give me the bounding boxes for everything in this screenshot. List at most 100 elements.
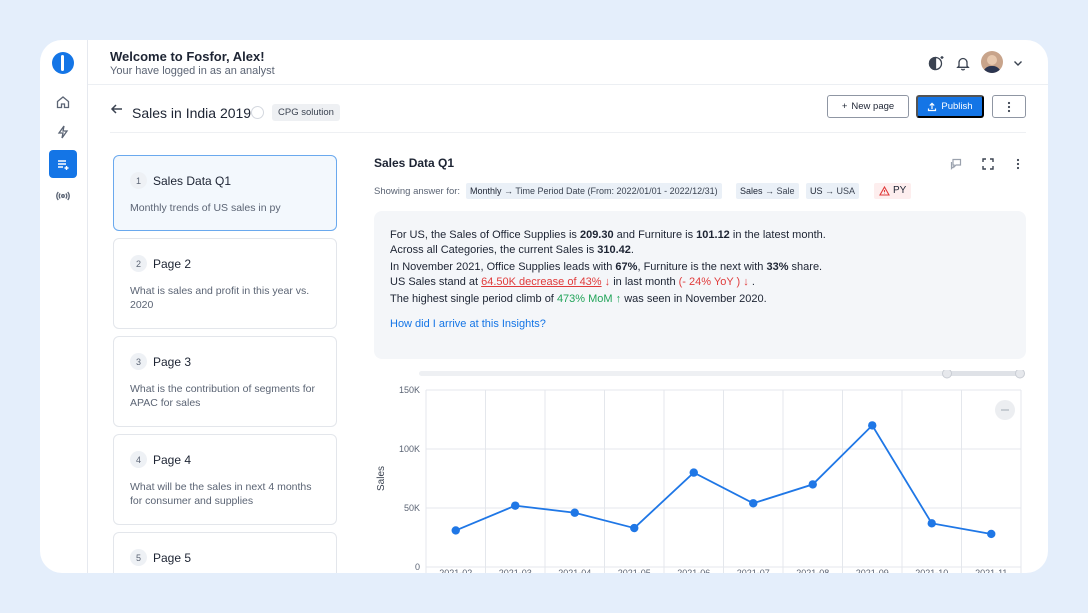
app-header: Welcome to Fosfor, Alex! Your have logge… bbox=[88, 40, 1048, 85]
more-options-button[interactable] bbox=[992, 95, 1026, 118]
x-tick-label: 2021-03 bbox=[499, 568, 532, 573]
insight-line-5: The highest single period climb of 473% … bbox=[390, 293, 767, 305]
py-warning-chip[interactable]: PY bbox=[874, 183, 912, 199]
page-title: Sales in India 2019 bbox=[132, 105, 252, 121]
upload-icon bbox=[928, 101, 937, 111]
y-tick-label: 50K bbox=[404, 503, 420, 513]
y-tick-label: 150K bbox=[399, 385, 420, 395]
page-number: 5 bbox=[130, 549, 147, 566]
lightning-icon[interactable] bbox=[49, 118, 77, 146]
back-arrow-icon[interactable] bbox=[110, 102, 124, 121]
insight-line-3: In November 2021, Office Supplies leads … bbox=[390, 261, 823, 288]
data-point bbox=[749, 499, 758, 508]
publish-label: Publish bbox=[941, 101, 973, 112]
page-title-label: Page 5 bbox=[153, 551, 192, 565]
data-point bbox=[808, 480, 817, 489]
showing-label: Showing answer for: bbox=[374, 186, 461, 197]
x-tick-label: 2021-05 bbox=[618, 568, 651, 573]
page-card-4[interactable]: 4 Page 4 What will be the sales in next … bbox=[113, 434, 337, 525]
data-point bbox=[451, 526, 460, 535]
page-title-label: Sales Data Q1 bbox=[153, 174, 232, 188]
data-point bbox=[868, 421, 877, 430]
chevron-down-icon[interactable] bbox=[1008, 53, 1028, 73]
filter-chip-time[interactable]: Monthly → Time Period Date (From: 2022/0… bbox=[466, 183, 722, 199]
data-point bbox=[689, 468, 698, 477]
new-page-label: New page bbox=[851, 101, 895, 112]
page-card-2[interactable]: 2 Page 2 What is sales and profit in thi… bbox=[113, 238, 337, 329]
theme-toggle-icon[interactable] bbox=[926, 53, 946, 73]
insight-line-1: For US, the Sales of Office Supplies is … bbox=[390, 229, 826, 256]
page-title-label: Page 2 bbox=[153, 257, 192, 271]
page-title-label: Page 3 bbox=[153, 355, 192, 369]
page-description: What is sales and profit in this year vs… bbox=[130, 285, 310, 311]
sales-line-chart: 0 50K 100K 150K Sales 2021-02 2021-03 2021-04 20… bbox=[376, 370, 1025, 573]
insight-box: For US, the Sales of Office Supplies is … bbox=[374, 211, 1026, 359]
solution-tag: CPG solution bbox=[272, 104, 340, 121]
answer-menu-icon[interactable] bbox=[1010, 156, 1026, 172]
x-tick-label: 2021-02 bbox=[439, 568, 472, 573]
x-tick-label: 2021-11 bbox=[975, 568, 1007, 573]
data-point bbox=[511, 501, 520, 510]
warning-icon bbox=[879, 186, 890, 196]
y-tick-label: 100K bbox=[399, 444, 420, 454]
y-tick-label: 0 bbox=[415, 562, 420, 572]
chart-scroll-handle-right bbox=[1015, 370, 1025, 379]
chip-key: Monthly bbox=[470, 186, 502, 196]
bell-icon[interactable] bbox=[953, 53, 973, 73]
chip-value: Time Period Date (From: 2022/01/01 - 202… bbox=[515, 186, 718, 196]
chip-value: USA bbox=[836, 186, 856, 196]
data-point bbox=[630, 523, 639, 533]
broadcast-icon[interactable] bbox=[49, 181, 77, 209]
fullscreen-icon[interactable] bbox=[980, 156, 996, 172]
info-icon[interactable] bbox=[251, 106, 264, 119]
page-card-5[interactable]: 5 Page 5 bbox=[113, 532, 337, 573]
x-tick-label: 2021-06 bbox=[677, 568, 710, 573]
page-description: What will be the sales in next 4 months … bbox=[130, 481, 312, 507]
data-point bbox=[570, 508, 579, 517]
page-toolbar: Sales in India 2019 CPG solution + New p… bbox=[88, 85, 1048, 133]
welcome-title: Welcome to Fosfor, Alex! bbox=[110, 49, 265, 64]
page-description: What is the contribution of segments for… bbox=[130, 383, 316, 409]
new-page-button[interactable]: + New page bbox=[827, 95, 909, 118]
home-icon[interactable] bbox=[49, 88, 77, 116]
chip-key: US bbox=[810, 186, 823, 196]
x-tick-label: 2021-08 bbox=[796, 568, 829, 573]
data-point bbox=[987, 529, 996, 539]
publish-button[interactable]: Publish bbox=[916, 95, 984, 118]
chip-value: Sale bbox=[776, 186, 795, 196]
data-point bbox=[927, 519, 936, 528]
x-tick-label: 2021-04 bbox=[558, 568, 591, 573]
kebab-icon bbox=[1007, 101, 1011, 112]
pages-icon[interactable] bbox=[49, 150, 77, 178]
y-axis-label: Sales bbox=[376, 466, 387, 491]
page-number: 4 bbox=[130, 451, 147, 468]
page-title-label: Page 4 bbox=[153, 453, 192, 467]
page-description: Monthly trends of US sales in py bbox=[130, 202, 281, 214]
chart-scroll-thumb bbox=[944, 371, 1024, 376]
x-tick-label: 2021-09 bbox=[856, 568, 889, 573]
page-number: 3 bbox=[130, 353, 147, 370]
page-number: 2 bbox=[130, 255, 147, 272]
x-tick-label: 2021-07 bbox=[737, 568, 770, 573]
answer-title: Sales Data Q1 bbox=[374, 156, 455, 170]
insight-explain-link[interactable]: How did I arrive at this Insights? bbox=[390, 317, 546, 330]
page-card-1[interactable]: 1 Sales Data Q1 Monthly trends of US sal… bbox=[113, 155, 337, 231]
page-number: 1 bbox=[130, 172, 147, 189]
welcome-subtitle: Your have logged in as an analyst bbox=[110, 65, 275, 77]
chip-key: Sales bbox=[740, 186, 763, 196]
nav-rail bbox=[40, 40, 88, 573]
app-frame: Welcome to Fosfor, Alex! Your have logge… bbox=[40, 40, 1048, 573]
fosfor-logo[interactable] bbox=[52, 52, 74, 74]
series-line bbox=[455, 423, 992, 535]
filter-chip-sales[interactable]: Sales → Sale bbox=[736, 183, 799, 199]
filter-chip-region[interactable]: US → USA bbox=[806, 183, 860, 199]
comment-icon[interactable] bbox=[948, 156, 964, 172]
toolbar-divider bbox=[110, 132, 1026, 133]
chart-scroll-track bbox=[419, 371, 1025, 376]
chart-scroll-handle-left bbox=[942, 370, 952, 379]
x-tick-label: 2021-10 bbox=[915, 568, 948, 573]
page-card-3[interactable]: 3 Page 3 What is the contribution of seg… bbox=[113, 336, 337, 427]
py-label: PY bbox=[893, 185, 907, 196]
user-avatar[interactable] bbox=[981, 51, 1003, 73]
plus-icon: + bbox=[841, 101, 848, 112]
